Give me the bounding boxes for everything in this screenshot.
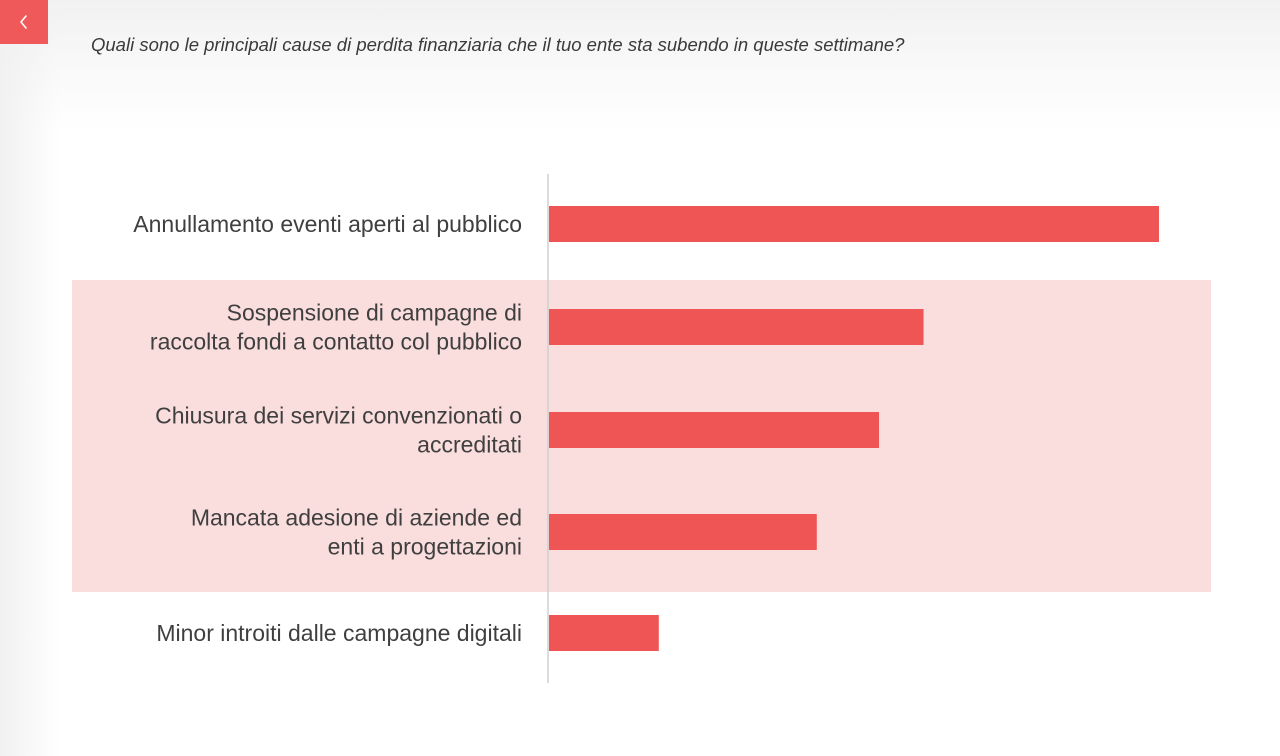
category-label-line: Annullamento eventi aperti al pubblico <box>133 211 522 237</box>
bar <box>549 206 1159 242</box>
category-label-line: Mancata adesione di aziende ed <box>191 505 522 531</box>
bar <box>549 615 659 651</box>
bar <box>549 514 817 550</box>
category-label: Minor introiti dalle campagne digitali <box>156 620 522 646</box>
category-label: Chiusura dei servizi convenzionati o accr… <box>155 403 522 458</box>
chevron-left-icon <box>18 14 30 30</box>
category-label-line: enti a progettazioni <box>328 534 522 560</box>
category-label-line: Sospensione di campagne di <box>227 300 522 326</box>
question-title: Quali sono le principali cause di perdit… <box>91 34 905 55</box>
category-label-line: accreditati <box>417 432 522 458</box>
bar <box>549 309 924 345</box>
category-label-line: raccolta fondi a contatto col pubblico <box>150 329 522 355</box>
category-label: Sospensione di campagne di raccolta fondi… <box>150 300 522 355</box>
bar <box>549 412 880 448</box>
back-button[interactable] <box>0 0 48 44</box>
category-label: Mancata adesione di aziende ed enti a pro… <box>191 505 522 560</box>
category-label-line: Chiusura dei servizi convenzionati o <box>155 403 522 429</box>
category-label-line: Minor introiti dalle campagne digitali <box>156 620 522 646</box>
category-label: Annullamento eventi aperti al pubblico <box>133 211 522 237</box>
